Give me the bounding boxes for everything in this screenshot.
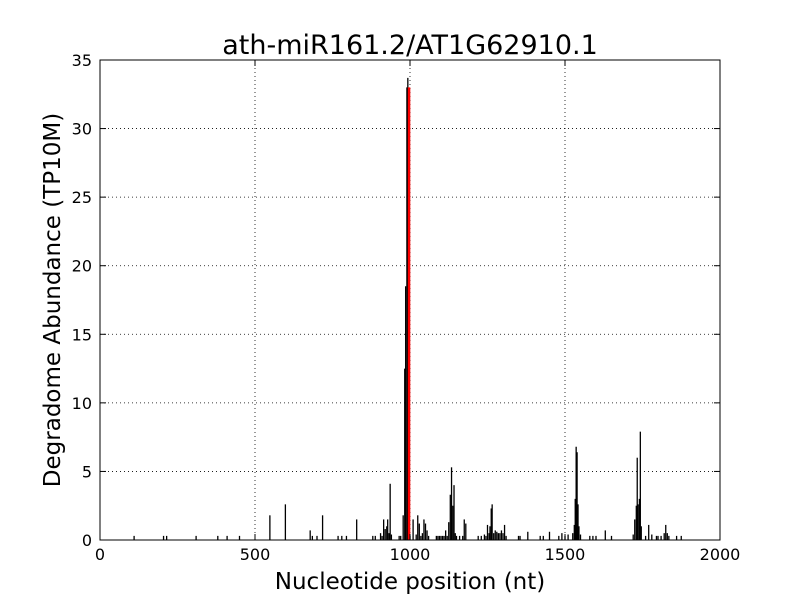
y-tick-label: 25 <box>72 188 92 207</box>
y-axis-label: Degradome Abundance (TP10M) <box>40 113 66 487</box>
y-axis-ticks: 0 5 10 15 20 25 30 35 <box>72 51 720 550</box>
y-tick-label: 15 <box>72 325 92 344</box>
chart-title: ath-miR161.2/AT1G62910.1 <box>222 30 598 61</box>
bars-group <box>133 77 682 540</box>
x-tick-label: 500 <box>240 545 271 564</box>
y-tick-label: 10 <box>72 394 92 413</box>
y-tick-label: 0 <box>82 531 92 550</box>
y-tick-label: 35 <box>72 51 92 70</box>
y-tick-label: 30 <box>72 120 92 139</box>
x-tick-label: 0 <box>95 545 105 564</box>
y-tick-label: 20 <box>72 257 92 276</box>
x-axis-ticks: 0 500 1000 1500 2000 <box>95 60 740 564</box>
x-axis-label: Nucleotide position (nt) <box>275 569 545 595</box>
x-tick-label: 1500 <box>545 545 586 564</box>
x-tick-label: 1000 <box>390 545 431 564</box>
x-tick-label: 2000 <box>700 545 741 564</box>
y-tick-label: 5 <box>82 462 92 481</box>
